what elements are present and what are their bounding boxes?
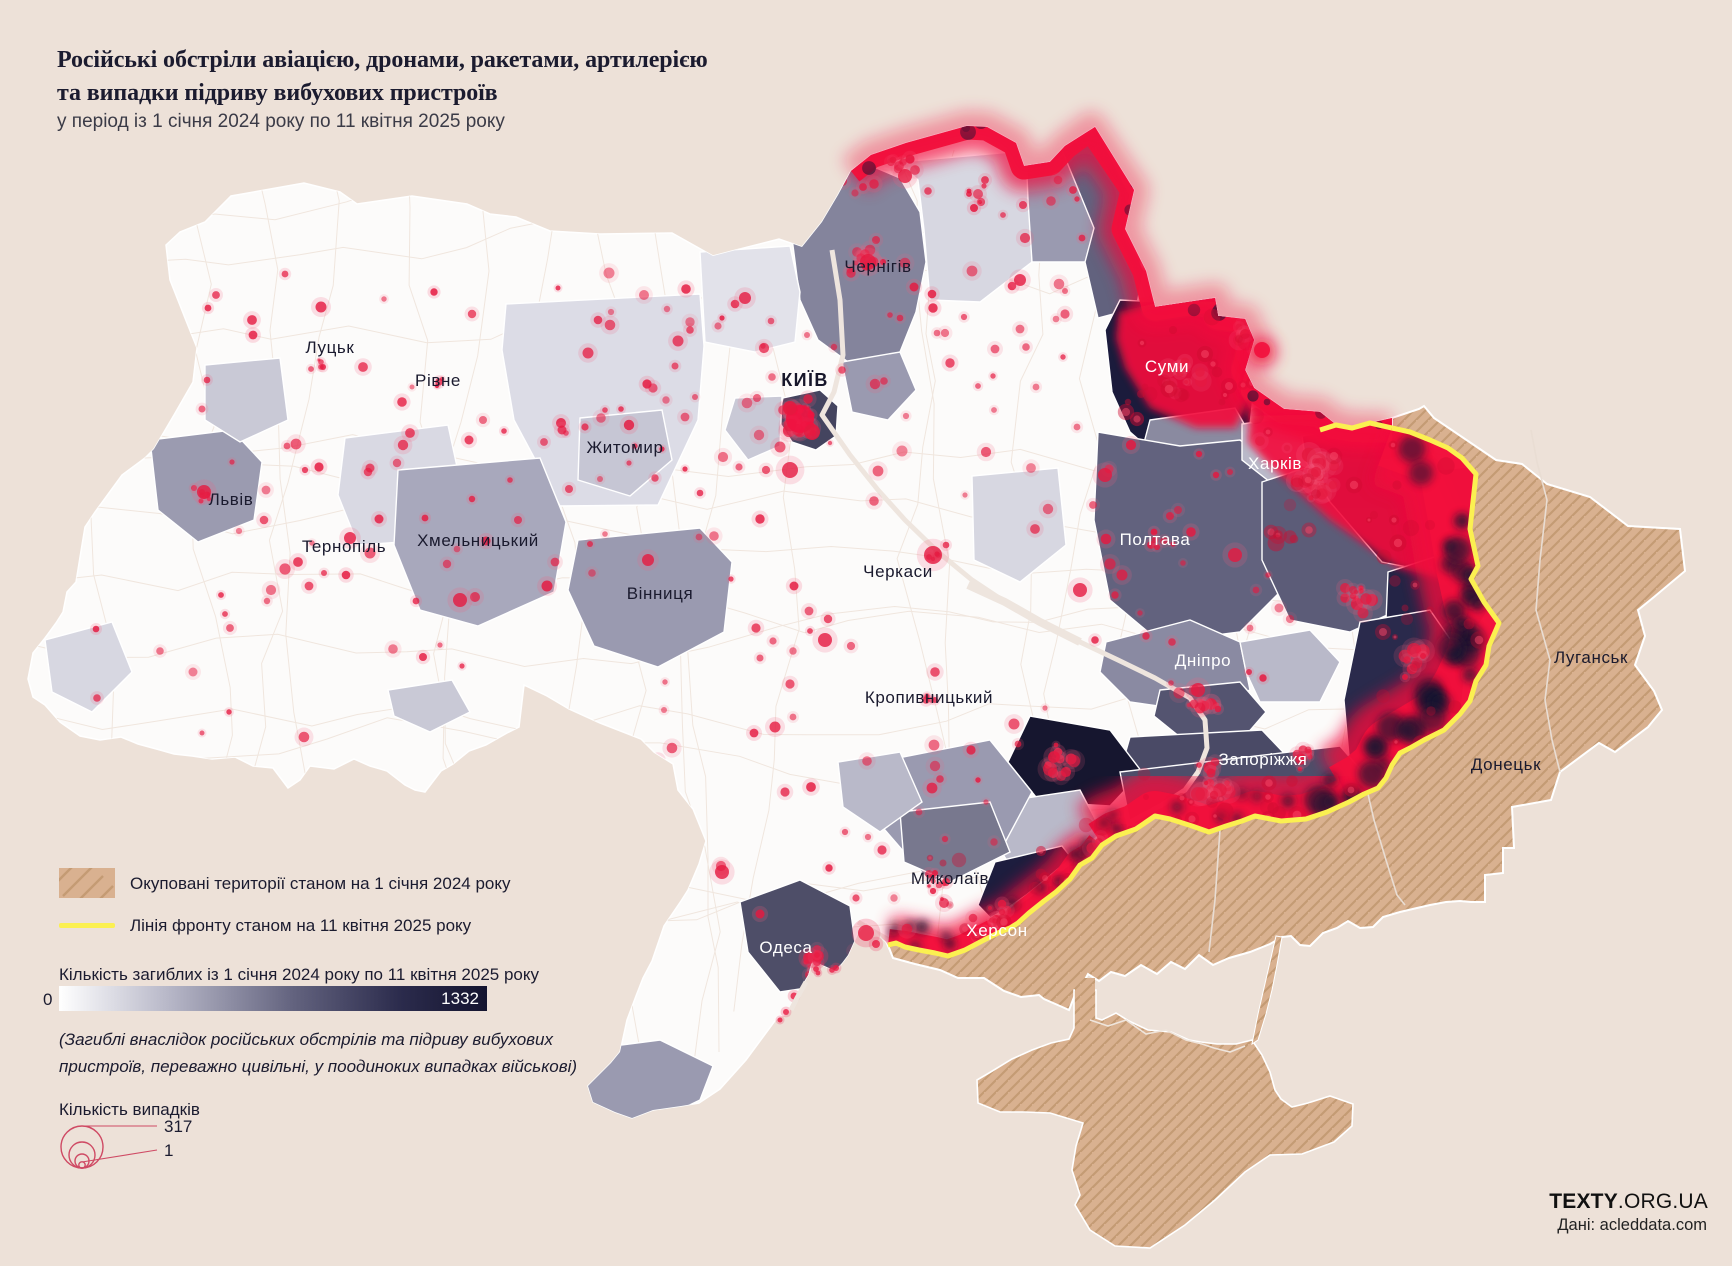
- svg-text:Дніпро: Дніпро: [1175, 651, 1231, 670]
- svg-text:Рівне: Рівне: [415, 371, 461, 390]
- svg-text:Миколаїв: Миколаїв: [911, 869, 989, 888]
- svg-text:КИЇВ: КИЇВ: [781, 370, 829, 390]
- svg-text:Черкаси: Черкаси: [863, 562, 933, 581]
- svg-text:Полтава: Полтава: [1120, 530, 1191, 549]
- svg-text:Вінниця: Вінниця: [627, 584, 694, 603]
- svg-text:Херсон: Херсон: [966, 921, 1027, 940]
- svg-text:Донецьк: Донецьк: [1471, 755, 1541, 774]
- svg-text:Луганськ: Луганськ: [1554, 648, 1628, 667]
- svg-text:Хмельницький: Хмельницький: [417, 531, 539, 550]
- svg-text:Тернопіль: Тернопіль: [302, 537, 386, 556]
- svg-text:Суми: Суми: [1145, 357, 1189, 376]
- svg-text:Житомир: Житомир: [586, 438, 663, 457]
- svg-text:1332: 1332: [441, 989, 479, 1008]
- svg-text:Кропивницький: Кропивницький: [865, 688, 993, 707]
- svg-text:Запоріжжя: Запоріжжя: [1219, 750, 1308, 769]
- svg-text:1: 1: [164, 1141, 173, 1160]
- svg-text:Одеса: Одеса: [759, 938, 812, 957]
- svg-text:317: 317: [164, 1117, 192, 1136]
- svg-text:Львів: Львів: [209, 490, 254, 509]
- svg-text:Харків: Харків: [1248, 454, 1302, 473]
- svg-text:Луцьк: Луцьк: [306, 338, 355, 357]
- svg-text:Чернігів: Чернігів: [844, 257, 911, 276]
